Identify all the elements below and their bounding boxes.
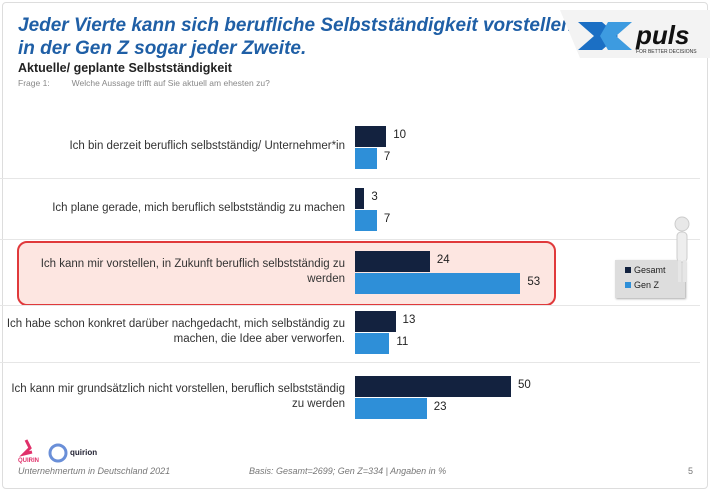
legend-swatch: [625, 282, 631, 288]
data-label: 11: [396, 336, 409, 348]
category-label: Ich kann mir vorstellen, in Zukunft beru…: [40, 258, 345, 285]
question-label: Frage 1:: [18, 78, 50, 88]
data-label: 10: [393, 129, 406, 141]
bar-gesamt: [355, 188, 365, 209]
bar-genz: [355, 273, 521, 294]
svg-text:QUIRIN: QUIRIN: [18, 458, 39, 464]
category-label: Ich habe schon konkret darüber nachgedac…: [6, 318, 345, 345]
bar-genz: [355, 210, 377, 231]
bar-genz: [355, 398, 427, 419]
data-label: 50: [518, 379, 531, 391]
bar-gesamt: [355, 376, 511, 397]
svg-text:FOR BETTER DECISIONS: FOR BETTER DECISIONS: [636, 49, 697, 55]
data-label: 23: [433, 401, 447, 413]
svg-text:quirion: quirion: [70, 448, 97, 457]
legend-swatch: [625, 267, 631, 273]
bar-genz: [355, 148, 377, 169]
legend-label: Gen Z: [634, 280, 660, 290]
footer-source: Unternehmertum in Deutschland 2021: [18, 466, 171, 476]
data-label: 53: [527, 276, 541, 288]
legend-label: Gesamt: [634, 265, 666, 275]
data-label: 7: [383, 151, 391, 163]
footer-basis: Basis: Gesamt=2699; Gen Z=334 | Angaben …: [249, 466, 447, 476]
title-line-1: Jeder Vierte kann sich berufliche Selbst…: [18, 15, 578, 36]
data-label: 13: [402, 314, 416, 326]
figure-icon: [674, 216, 690, 282]
xpuls-logo: puls FOR BETTER DECISIONS: [560, 10, 710, 58]
row-separator: [0, 305, 700, 306]
quirin-quirion-logos: QUIRIN quirion: [18, 439, 97, 464]
chart-subtitle: Aktuelle/ geplante Selbstständigkeit: [18, 61, 232, 75]
data-label: 7: [383, 213, 391, 225]
question-text: Welche Aussage trifft auf Sie aktuell am…: [71, 78, 270, 88]
row-separator: [0, 362, 700, 363]
data-label: 24: [436, 254, 450, 266]
title-line-2: in der Gen Z sogar jeder Zweite.: [18, 38, 307, 59]
legend-item-gesamt: Gesamt: [625, 265, 685, 275]
bar-genz: [355, 333, 390, 354]
category-label: Ich bin derzeit beruflich selbstständig/…: [69, 140, 345, 152]
category-label: Ich kann mir grundsätzlich nicht vorstel…: [11, 383, 345, 410]
data-label: 3: [371, 191, 378, 203]
question: Frage 1: Welche Aussage trifft auf Sie ak…: [18, 78, 292, 88]
svg-text:puls: puls: [635, 20, 689, 50]
legend: Gesamt Gen Z: [615, 260, 685, 298]
bar-gesamt: [355, 311, 396, 332]
row-separator: [0, 178, 700, 179]
slide-title: Jeder Vierte kann sich berufliche Selbst…: [18, 14, 578, 60]
legend-item-genz: Gen Z: [625, 280, 685, 290]
category-label: Ich plane gerade, mich beruflich selbsts…: [52, 202, 345, 214]
bar-gesamt: [355, 126, 387, 147]
row-separator: [0, 239, 700, 240]
page-number: 5: [688, 466, 694, 476]
bar-gesamt: [355, 251, 430, 272]
